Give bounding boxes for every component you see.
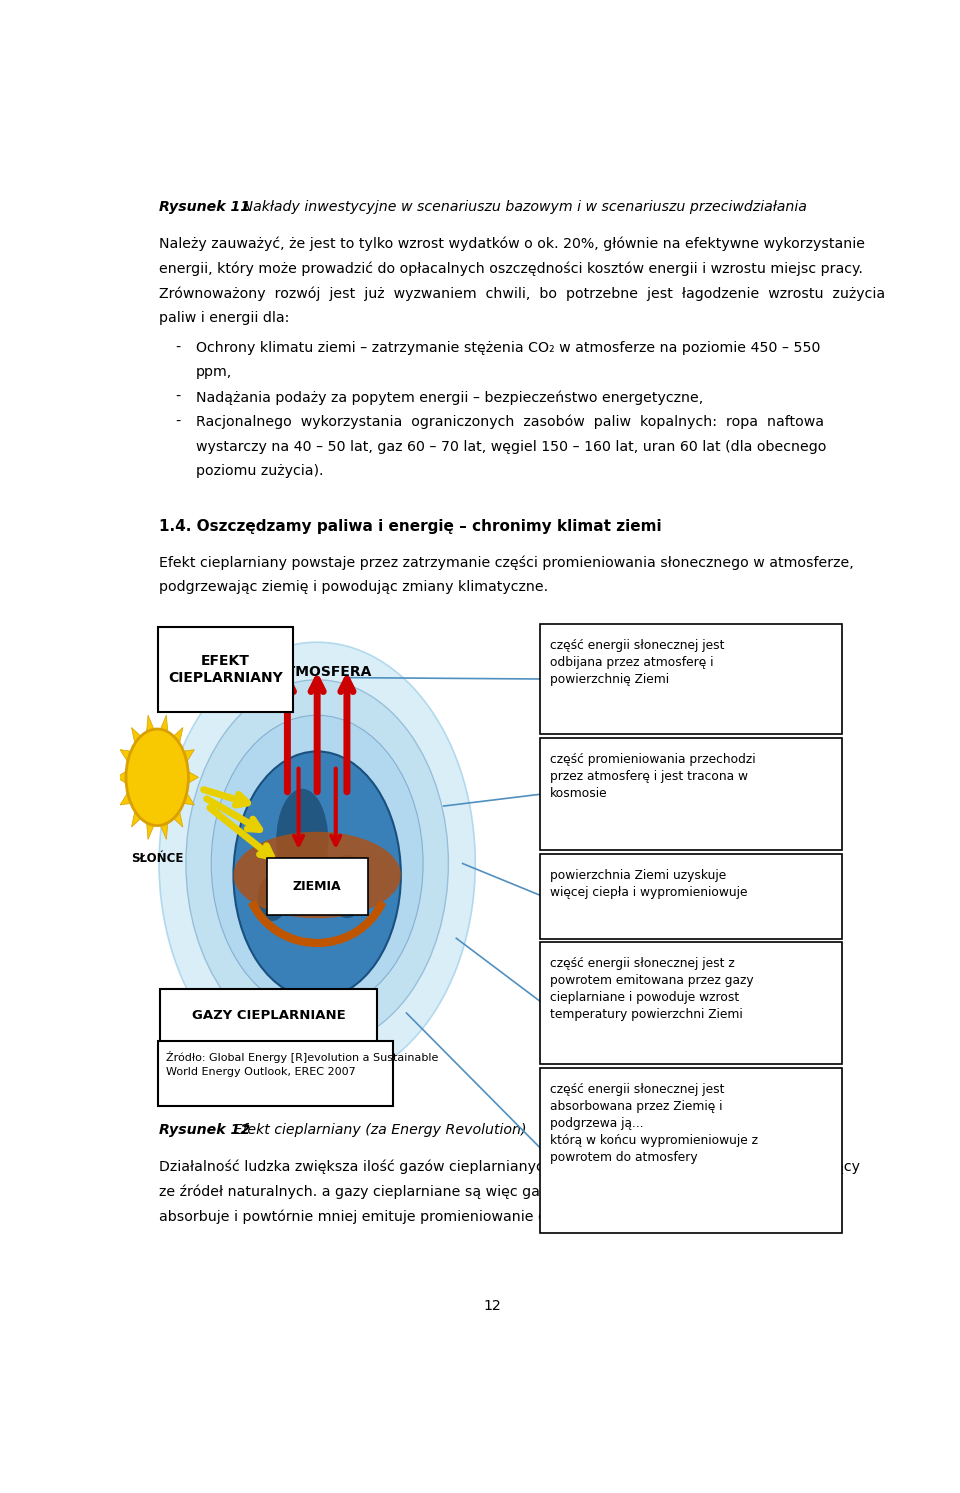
Text: podgrzewając ziemię i powodując zmiany klimatyczne.: podgrzewając ziemię i powodując zmiany k… (158, 581, 548, 594)
Text: Efekt cieplarniany powstaje przez zatrzymanie części promieniowania słonecznego : Efekt cieplarniany powstaje przez zatrzy… (158, 555, 853, 570)
Polygon shape (120, 749, 131, 761)
Text: Efekt cieplarniany (za Energy Revolution): Efekt cieplarniany (za Energy Revolution… (229, 1123, 527, 1136)
Text: Rysunek 11: Rysunek 11 (158, 200, 250, 213)
FancyBboxPatch shape (540, 738, 843, 851)
Text: SŁOŃCE: SŁOŃCE (131, 853, 183, 864)
Text: powierzchnia Ziemi uzyskuje
więcej ciepła i wypromieniowuje: powierzchnia Ziemi uzyskuje więcej ciepł… (550, 869, 748, 899)
Text: ppm,: ppm, (196, 366, 232, 379)
FancyBboxPatch shape (540, 1067, 843, 1233)
Text: -: - (175, 415, 180, 428)
Text: Racjonalnego  wykorzystania  ograniczonych  zasobów  paliw  kopalnych:  ropa  na: Racjonalnego wykorzystania ograniczonych… (196, 415, 824, 430)
Ellipse shape (159, 642, 475, 1085)
Polygon shape (160, 823, 168, 839)
FancyBboxPatch shape (540, 942, 843, 1065)
FancyBboxPatch shape (160, 990, 376, 1042)
Text: Nadążania podaży za popytem energii – bezpieczeństwo energetyczne,: Nadążania podaży za popytem energii – be… (196, 390, 703, 405)
Ellipse shape (276, 788, 328, 893)
Polygon shape (132, 727, 141, 744)
Text: ZIEMIA: ZIEMIA (293, 879, 342, 893)
FancyBboxPatch shape (267, 858, 368, 915)
Text: energii, który może prowadzić do opłacalnych oszczędności kosztów energii i wzro: energii, który może prowadzić do opłacal… (158, 261, 863, 276)
Text: Zrównoważony  rozwój  jest  już  wyzwaniem  chwili,  bo  potrzebne  jest  łagodz: Zrównoważony rozwój jest już wyzwaniem c… (158, 287, 885, 302)
FancyBboxPatch shape (540, 854, 843, 939)
Text: Ochrony klimatu ziemi – zatrzymanie stężenia CO₂ w atmosferze na poziomie 450 – : Ochrony klimatu ziemi – zatrzymanie stęż… (196, 340, 820, 355)
Polygon shape (174, 727, 183, 744)
Polygon shape (132, 811, 141, 827)
Polygon shape (174, 811, 183, 827)
FancyBboxPatch shape (540, 624, 843, 735)
Circle shape (126, 729, 188, 826)
Text: część energii słonecznej jest
absorbowana przez Ziemię i
podgrzewa ją...
którą w: część energii słonecznej jest absorbowan… (550, 1082, 758, 1163)
Text: część promieniowania przechodzi
przez atmosferę i jest tracona w
kosmosie: część promieniowania przechodzi przez at… (550, 752, 756, 800)
Text: 12: 12 (483, 1299, 501, 1312)
Polygon shape (147, 715, 154, 732)
Text: 1.4. Oszczędzamy paliwa i energię – chronimy klimat ziemi: 1.4. Oszczędzamy paliwa i energię – chro… (158, 518, 661, 533)
FancyBboxPatch shape (158, 627, 293, 712)
Text: Rysunek 12: Rysunek 12 (158, 1123, 250, 1136)
Text: absorbuje i powtórnie mniej emituje promieniowanie dzięki „ekranowi” gazów ciepl: absorbuje i powtórnie mniej emituje prom… (158, 1209, 826, 1224)
Ellipse shape (233, 832, 401, 918)
Text: GAZY CIEPLARNIANE: GAZY CIEPLARNIANE (192, 1009, 346, 1023)
Text: część energii słonecznej jest z
powrotem emitowana przez gazy
cieplarniane i pow: część energii słonecznej jest z powrotem… (550, 957, 754, 1021)
Text: poziomu zużycia).: poziomu zużycia). (196, 464, 324, 478)
Text: -: - (175, 390, 180, 405)
Polygon shape (160, 715, 168, 732)
Text: -: - (175, 340, 180, 355)
Text: paliw i energii dla:: paliw i energii dla: (158, 311, 289, 325)
Text: ze źródeł naturalnych. a gazy cieplarniane są więc gazami w atmosferze ziemi. Pr: ze źródeł naturalnych. a gazy cieplarnia… (158, 1184, 833, 1199)
Text: EFEKT
CIEPLARNIANY: EFEKT CIEPLARNIANY (168, 654, 282, 685)
Text: ATMOSFERA: ATMOSFERA (276, 666, 372, 679)
FancyBboxPatch shape (158, 1041, 393, 1105)
Ellipse shape (257, 875, 287, 921)
Polygon shape (120, 793, 131, 805)
Text: Działalność ludzka zwiększa ilość gazów cieplarnianych w sposób „sztuczny”, czyl: Działalność ludzka zwiększa ilość gazów … (158, 1160, 860, 1175)
Text: Źródło: Global Energy [R]evolution a Sustainable
World Energy Outlook, EREC 2007: Źródło: Global Energy [R]evolution a Sus… (166, 1051, 439, 1076)
Polygon shape (147, 823, 154, 839)
Text: Nakłady inwestycyjne w scenariuszu bazowym i w scenariuszu przeciwdziałania: Nakłady inwestycyjne w scenariuszu bazow… (238, 200, 807, 213)
Polygon shape (183, 749, 194, 761)
Text: Należy zauważyć, że jest to tylko wzrost wydatków o ok. 20%, głównie na efektywn: Należy zauważyć, że jest to tylko wzrost… (158, 237, 865, 251)
Ellipse shape (211, 715, 423, 1012)
Polygon shape (183, 793, 194, 805)
Ellipse shape (326, 855, 368, 918)
Text: wystarczy na 40 – 50 lat, gaz 60 – 70 lat, węgiel 150 – 160 lat, uran 60 lat (dl: wystarczy na 40 – 50 lat, gaz 60 – 70 la… (196, 439, 827, 454)
Ellipse shape (186, 679, 448, 1047)
Ellipse shape (233, 751, 401, 999)
Polygon shape (116, 772, 126, 784)
Text: część energii słonecznej jest
odbijana przez atmosferę i
powierzchnię Ziemi: część energii słonecznej jest odbijana p… (550, 639, 725, 685)
Polygon shape (188, 772, 199, 784)
